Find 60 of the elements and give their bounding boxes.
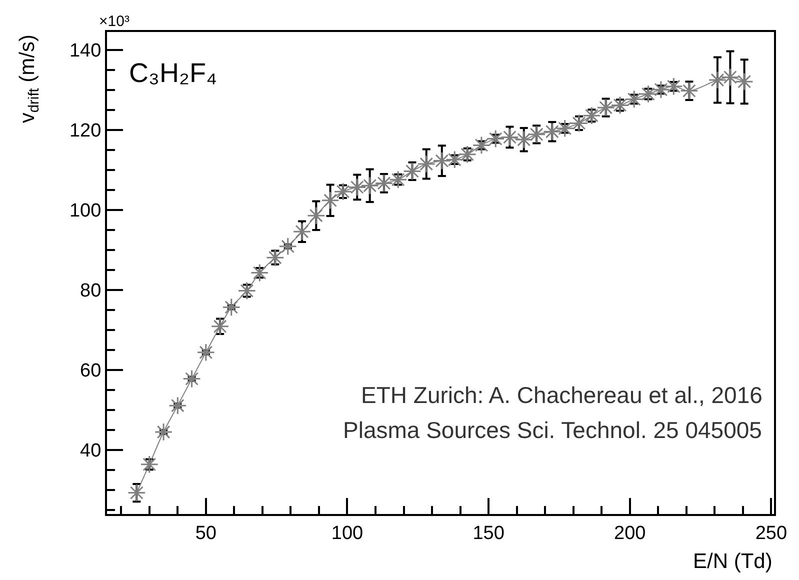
point	[140, 455, 159, 474]
point	[610, 96, 630, 114]
point	[403, 162, 422, 180]
y-tick-label: 140	[69, 40, 102, 62]
point	[182, 370, 201, 388]
point	[432, 152, 452, 170]
y-tick-label: 60	[80, 360, 102, 382]
x-tick-label: 250	[755, 522, 788, 544]
annotation: ETH Zurich: A. Chachereau et al., 2016	[361, 382, 762, 408]
y-tick-label: 80	[80, 280, 102, 302]
point	[472, 136, 491, 154]
point	[570, 114, 588, 132]
point	[128, 484, 146, 502]
point	[306, 206, 326, 225]
point	[639, 84, 658, 104]
x-axis-title: E/N (Td)	[693, 550, 772, 573]
y-tick-label: 100	[69, 200, 102, 222]
point	[664, 77, 683, 96]
point	[266, 248, 284, 267]
point	[458, 145, 476, 164]
point	[680, 82, 698, 100]
point	[514, 130, 534, 149]
point	[222, 298, 241, 316]
point	[374, 174, 394, 192]
point	[278, 237, 298, 256]
point	[360, 176, 379, 195]
point	[624, 90, 644, 108]
point	[582, 106, 601, 125]
annotation: Plasma Sources Sci. Technol. 25 045005	[343, 417, 762, 443]
annotation: C₃H₂F₄	[129, 58, 217, 88]
point	[500, 128, 519, 146]
point	[292, 222, 312, 241]
point	[250, 264, 269, 282]
x-tick-label: 50	[195, 522, 216, 544]
point	[721, 68, 740, 86]
point	[556, 119, 574, 138]
point	[708, 70, 727, 90]
text: ×10³	[99, 13, 130, 30]
x-tick-label: 200	[614, 522, 646, 544]
point	[735, 72, 754, 91]
point	[196, 343, 216, 362]
point	[417, 154, 436, 174]
point	[527, 125, 546, 144]
point	[542, 122, 562, 141]
point	[238, 282, 256, 300]
point	[596, 98, 615, 117]
point	[334, 182, 352, 201]
y-tick-label: 40	[80, 440, 102, 462]
point	[154, 422, 173, 442]
point	[652, 80, 670, 99]
point	[348, 178, 366, 196]
point	[486, 130, 505, 148]
x-tick-label: 150	[472, 522, 504, 544]
y-tick-label: 120	[69, 120, 102, 142]
point	[388, 170, 408, 189]
point	[210, 317, 230, 336]
x-tick-label: 100	[331, 522, 364, 544]
point	[168, 396, 187, 415]
point	[445, 150, 464, 169]
point	[321, 191, 340, 210]
